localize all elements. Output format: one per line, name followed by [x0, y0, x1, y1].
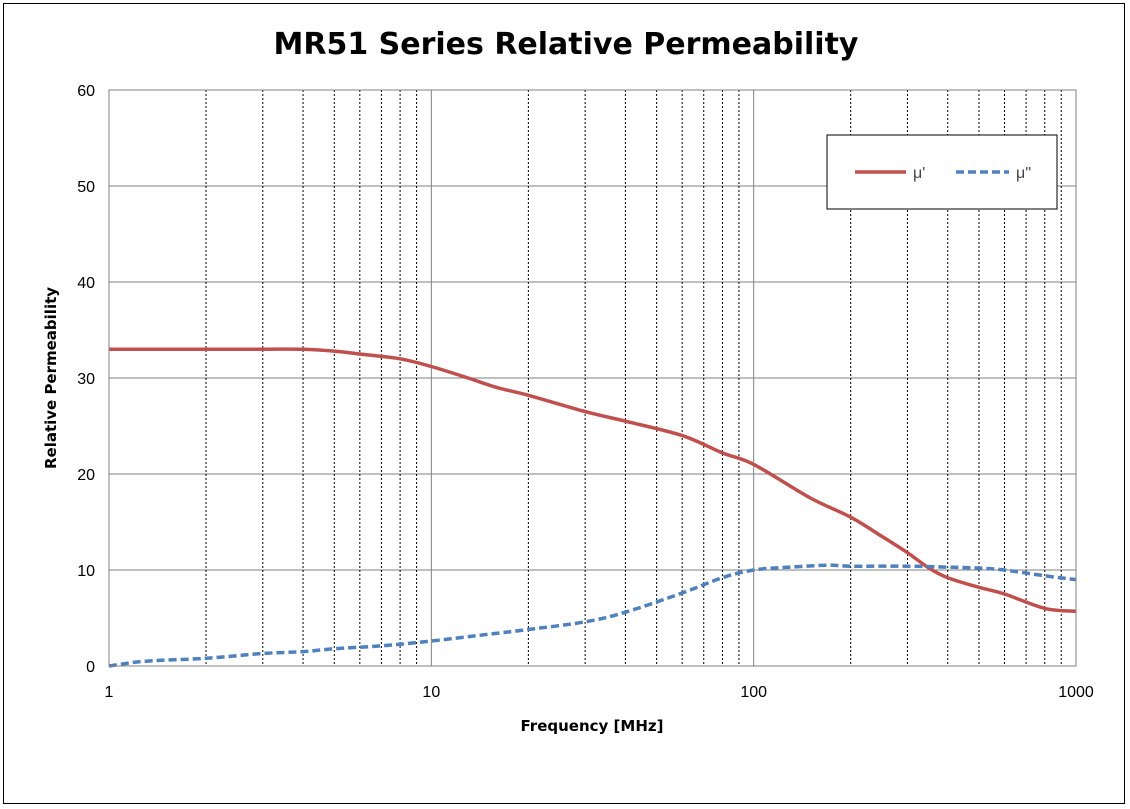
tick-labels: 0 10 20 30 40 50 60 1 10 100 1000	[77, 83, 1094, 701]
legend-label-mu-prime: μ'	[913, 165, 925, 182]
y-tick-label: 50	[77, 179, 95, 196]
chart: MR51 Series Relative Permeability 0 10 20 3…	[42, 27, 1094, 735]
y-tick-label: 10	[77, 563, 95, 580]
x-axis-label: Frequency [MHz]	[521, 717, 664, 735]
x-tick-label: 10	[422, 684, 440, 701]
series-line-mu-prime	[108, 347, 1077, 614]
plot-area-border	[108, 89, 1077, 667]
legend-label-mu-double-prime: μ''	[1016, 165, 1031, 182]
series-line-mu-double-prime	[108, 563, 1077, 668]
y-tick-label: 20	[77, 467, 95, 484]
x-tick-label: 1000	[1058, 684, 1094, 701]
series-lines	[108, 347, 1077, 668]
legend: μ' μ''	[826, 134, 1058, 210]
chart-title: MR51 Series Relative Permeability	[274, 27, 859, 62]
y-tick-label: 30	[77, 371, 95, 388]
y-tick-label: 60	[77, 83, 95, 100]
x-tick-label: 100	[740, 684, 767, 701]
y-axis-label: Relative Permeability	[42, 287, 60, 469]
chart-frame: MR51 Series Relative Permeability 0 10 20 3…	[3, 3, 1125, 804]
y-tick-label: 40	[77, 275, 95, 292]
x-tick-label: 1	[105, 684, 114, 701]
y-tick-label: 0	[86, 659, 95, 676]
